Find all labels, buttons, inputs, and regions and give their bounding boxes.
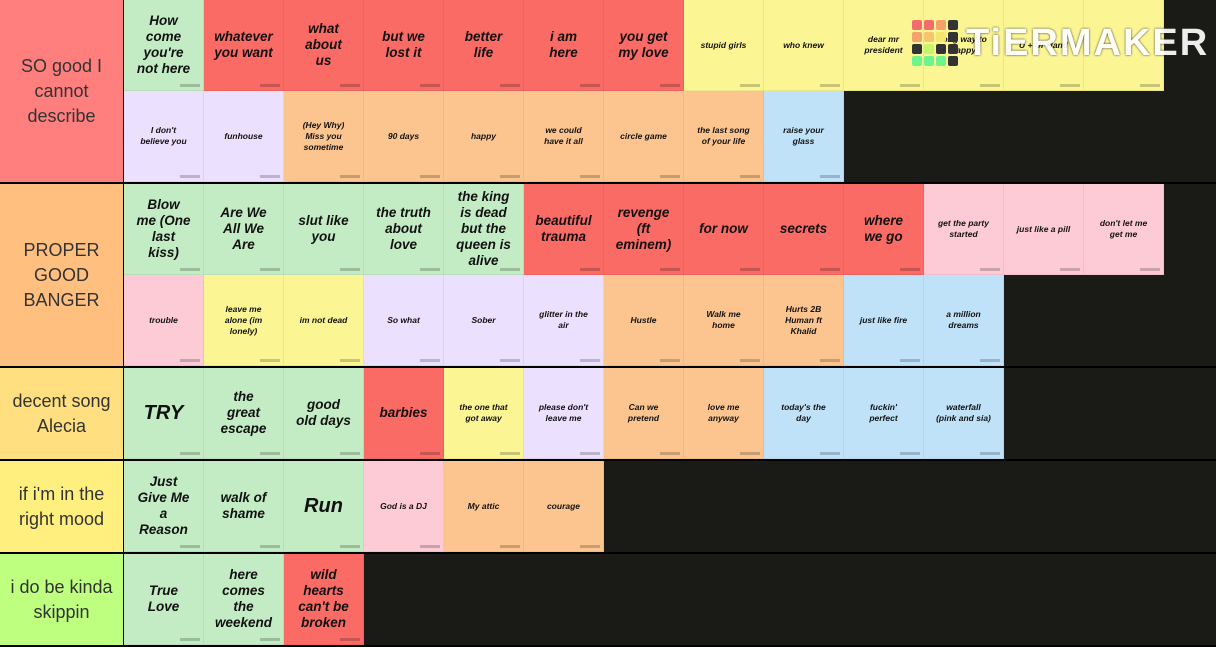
tier-item: who knew — [764, 0, 844, 91]
tier-item: leave me alone (im lonely) — [204, 275, 284, 366]
tier-item: U + Ur Hand — [1004, 0, 1084, 91]
tier-item: Hustle — [604, 275, 684, 366]
tier-item: but we lost it — [364, 0, 444, 91]
tier-item: Sober — [444, 275, 524, 366]
tier-item: beautiful trauma — [524, 184, 604, 275]
tier-item: happy — [444, 91, 524, 182]
tier-item: raise your glass — [764, 91, 844, 182]
tier-item: the last song of your life — [684, 91, 764, 182]
tier-item: barbies — [364, 368, 444, 459]
tier-item: I don't believe you — [124, 91, 204, 182]
tier-label: SO good I cannot describe — [0, 0, 124, 182]
tier-item: the one that got away — [444, 368, 524, 459]
tier-item: stupid girls — [684, 0, 764, 91]
tier-item: Blow me (One last kiss) — [124, 184, 204, 275]
tier-items: How come you're not here whatever you wan… — [124, 0, 1164, 182]
tier-item: courage — [524, 461, 604, 552]
tier-item: So what — [364, 275, 444, 366]
tier-item: we could have it all — [524, 91, 604, 182]
tier-label: i do be kinda skippin — [0, 554, 124, 645]
tier-item: better life — [444, 0, 524, 91]
tier-item: good old days — [284, 368, 364, 459]
tier-item: fuckin' perfect — [844, 368, 924, 459]
tier-item: Can we pretend — [604, 368, 684, 459]
tier-item: walk of shame — [204, 461, 284, 552]
tier-item: How come you're not here — [124, 0, 204, 91]
tier-item: (Hey Why) Miss you sometime — [284, 91, 364, 182]
tier-item: My attic — [444, 461, 524, 552]
tier-row: PROPER GOOD BANGER Blow me (One last kiss… — [0, 184, 1216, 368]
tier-item: glitter in the air — [524, 275, 604, 366]
tier-row: decent song Alecia TRY the great escape goo… — [0, 368, 1216, 461]
tier-item: just like fire — [844, 275, 924, 366]
tier-row: i do be kinda skippin True Love here comes… — [0, 554, 1216, 647]
tier-item: please don't leave me — [524, 368, 604, 459]
logo: TiERMAKER — [912, 20, 1209, 66]
tier-item: get the party started — [924, 184, 1004, 275]
tier-item: here comes the weekend — [204, 554, 284, 645]
tier-item: wild hearts can't be broken — [284, 554, 364, 645]
tier-row: if i'm in the right mood Just Give Me a R… — [0, 461, 1216, 554]
logo-text: TiERMAKER — [966, 21, 1210, 64]
tier-label: PROPER GOOD BANGER — [0, 184, 124, 366]
tier-row: SO good I cannot describe How come you're… — [0, 0, 1216, 184]
tier-item — [1084, 0, 1164, 91]
tier-item: Just Give Me a Reason — [124, 461, 204, 552]
tier-item: God is a DJ — [364, 461, 444, 552]
tier-item: True Love — [124, 554, 204, 645]
tier-item: don't let me get me — [1084, 184, 1164, 275]
tier-item: revenge (ft eminem) — [604, 184, 684, 275]
tier-item: whatever you want — [204, 0, 284, 91]
tier-item: where we go — [844, 184, 924, 275]
tier-item: funhouse — [204, 91, 284, 182]
tier-item: trouble — [124, 275, 204, 366]
tier-item: TRY — [124, 368, 204, 459]
tier-item: waterfall (pink and sia) — [924, 368, 1004, 459]
tier-item: circle game — [604, 91, 684, 182]
tier-item: im not dead — [284, 275, 364, 366]
tier-label: decent song Alecia — [0, 368, 124, 459]
tier-items: Just Give Me a Reason walk of shame Run God… — [124, 461, 1164, 552]
tier-item: today's the day — [764, 368, 844, 459]
tier-item: love me anyway — [684, 368, 764, 459]
tier-item: Are We All We Are — [204, 184, 284, 275]
tier-items: Blow me (One last kiss) Are We All We Are… — [124, 184, 1164, 366]
tier-item: Run — [284, 461, 364, 552]
tier-item: dear mr president — [844, 0, 924, 91]
tier-item: secrets — [764, 184, 844, 275]
tier-item: just like a pill — [1004, 184, 1084, 275]
tier-item: what about us — [284, 0, 364, 91]
tier-item: Walk me home — [684, 275, 764, 366]
tier-item: for now — [684, 184, 764, 275]
tier-item: the truth about love — [364, 184, 444, 275]
tier-item: the king is dead but the queen is alive — [444, 184, 524, 275]
tier-item: a million dreams — [924, 275, 1004, 366]
tier-item: long way to happy — [924, 0, 1004, 91]
tier-item: Hurts 2B Human ft Khalid — [764, 275, 844, 366]
logo-icon — [912, 20, 958, 66]
tier-item: i am here — [524, 0, 604, 91]
tier-item: slut like you — [284, 184, 364, 275]
tier-items: True Love here comes the weekend wild hear… — [124, 554, 1164, 645]
tier-item: you get my love — [604, 0, 684, 91]
tier-label: if i'm in the right mood — [0, 461, 124, 552]
tier-item: the great escape — [204, 368, 284, 459]
tier-item: 90 days — [364, 91, 444, 182]
tier-items: TRY the great escape good old days barbies t… — [124, 368, 1164, 459]
